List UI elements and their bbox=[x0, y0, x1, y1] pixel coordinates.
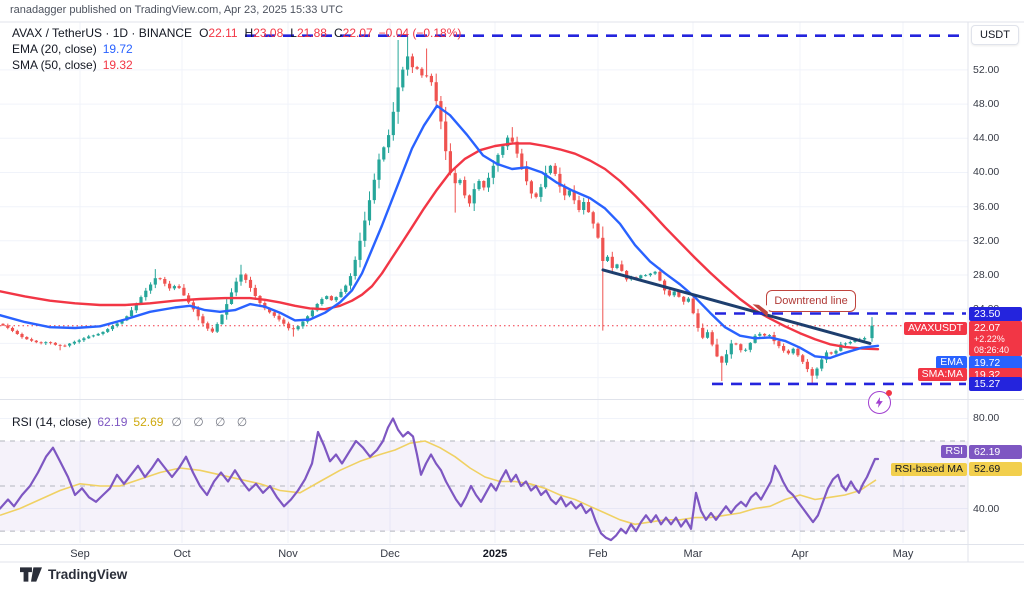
sma50-line bbox=[0, 142, 880, 351]
rsi-ma-value: 52.69 bbox=[133, 415, 164, 429]
price-tick-28.00: 28.00 bbox=[973, 269, 1000, 282]
time-tick-Sep: Sep bbox=[70, 548, 90, 560]
sma-value: 19.32 bbox=[102, 58, 133, 72]
rsi-tick-80.00: 80.00 bbox=[973, 412, 1000, 425]
series-tag-RSI: RSI bbox=[941, 445, 967, 458]
ohlc-key-C: C bbox=[333, 26, 343, 40]
series-tag-RSI-based MA: RSI-based MA bbox=[890, 462, 967, 476]
ohlc-key-H: H bbox=[244, 26, 254, 40]
ema20-line bbox=[0, 104, 880, 360]
price-tick-40.00: 40.00 bbox=[973, 166, 1000, 179]
ohlc-key-O: O bbox=[199, 26, 209, 40]
price-tick-32.00: 32.00 bbox=[973, 234, 1000, 247]
scale-badge-22.07: 22.07 +2.22% 08:26:40 bbox=[969, 321, 1022, 356]
series-tag-SMA:MA: SMA:MA bbox=[917, 368, 967, 381]
footer-bar: TradingView bbox=[0, 563, 1024, 592]
scale-badge-19.72: 19.72 bbox=[969, 355, 1022, 370]
symbol-row: AVAX / TetherUS · 1D · BINANCE O22.11 H23.… bbox=[12, 26, 461, 41]
quick-action-lightning-button[interactable] bbox=[868, 390, 892, 414]
downtrend-trendline[interactable] bbox=[601, 268, 872, 345]
ohlc-values: O22.11 H23.08 L21.88 C22.07 bbox=[192, 26, 373, 40]
ema-label: EMA (20, close) bbox=[12, 42, 97, 56]
ohlc-value-H: 23.08 bbox=[253, 26, 284, 40]
downtrend-line-callout: Downtrend line bbox=[766, 290, 856, 312]
ema-legend-row: EMA (20, close) 19.72 bbox=[12, 42, 461, 57]
callout-text: Downtrend line bbox=[774, 295, 848, 307]
attribution-text: ranadagger published on TradingView.com,… bbox=[10, 4, 344, 16]
time-tick-May: May bbox=[892, 548, 914, 560]
price-tick-52.00: 52.00 bbox=[973, 63, 1000, 76]
scale-badge-52.69: 52.69 bbox=[969, 462, 1022, 476]
rsi-hidden-args: ∅ ∅ ∅ ∅ bbox=[171, 415, 252, 429]
currency-usdt-button[interactable]: USDT bbox=[971, 25, 1019, 45]
time-tick-Nov: Nov bbox=[278, 548, 298, 560]
tradingview-logo-text: TradingView bbox=[48, 567, 128, 582]
ohlc-key-L: L bbox=[290, 26, 297, 40]
change-value: −0.04 (−0.18%) bbox=[378, 26, 462, 40]
tradingview-logo[interactable]: TradingView bbox=[20, 567, 127, 582]
rsi-line bbox=[0, 417, 880, 542]
sma-label: SMA (50, close) bbox=[12, 58, 97, 72]
ema-value: 19.72 bbox=[102, 42, 133, 56]
rsi-tick-40.00: 40.00 bbox=[973, 502, 1000, 515]
lightning-icon bbox=[875, 397, 883, 408]
time-tick-Apr: Apr bbox=[791, 548, 809, 560]
time-tick-Mar: Mar bbox=[683, 548, 703, 560]
time-tick-Feb: Feb bbox=[588, 548, 608, 560]
candlesticks bbox=[1, 35, 874, 384]
price-tick-48.00: 48.00 bbox=[973, 98, 1000, 111]
symbol-title: AVAX / TetherUS · 1D · BINANCE bbox=[12, 26, 193, 40]
rsi-pane bbox=[0, 417, 968, 542]
ohlc-value-L: 21.88 bbox=[296, 26, 327, 40]
notification-dot bbox=[886, 390, 892, 396]
main-legend: AVAX / TetherUS · 1D · BINANCE O22.11 H23.… bbox=[12, 26, 461, 74]
time-tick-Dec: Dec bbox=[380, 548, 400, 560]
scale-badge-15.27: 15.27 bbox=[969, 376, 1022, 391]
sma-legend-row: SMA (50, close) 19.32 bbox=[12, 58, 461, 73]
scale-badge-62.19: 62.19 bbox=[969, 444, 1022, 459]
rsi-label: RSI (14, close) bbox=[12, 415, 92, 429]
rsi-value: 62.19 bbox=[97, 415, 128, 429]
series-tag-AVAXUSDT: AVAXUSDT bbox=[903, 321, 967, 335]
rsi-ma-line bbox=[0, 440, 877, 526]
time-tick-2025: 2025 bbox=[482, 548, 508, 560]
time-tick-Oct: Oct bbox=[173, 548, 191, 560]
scale-badge-23.50: 23.50 bbox=[969, 306, 1022, 321]
rsi-legend: RSI (14, close) 62.19 52.69 ∅ ∅ ∅ ∅ bbox=[12, 415, 251, 429]
ohlc-value-O: 22.11 bbox=[208, 26, 238, 40]
ohlc-value-C: 22.07 bbox=[342, 26, 373, 40]
gridlines bbox=[0, 22, 968, 543]
price-tick-36.00: 36.00 bbox=[973, 200, 1000, 213]
series-tag-EMA: EMA bbox=[936, 356, 967, 369]
tradingview-logo-icon bbox=[20, 567, 42, 582]
price-tick-44.00: 44.00 bbox=[973, 132, 1000, 145]
